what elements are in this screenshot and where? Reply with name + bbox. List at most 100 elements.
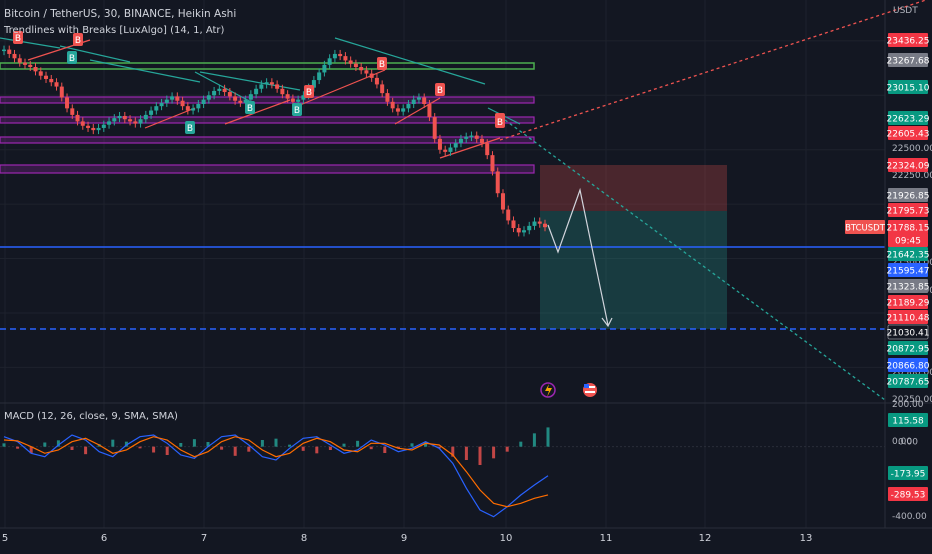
time-tick-label: 5 [2,533,8,544]
candle-body [233,96,238,101]
macd-histogram-bar [29,446,33,454]
macd-histogram-bar [206,442,210,447]
macd-histogram-bar [247,446,251,452]
price-tag-label: 23436.25 [887,37,930,47]
macd-histogram-bar [233,446,237,456]
candle-body [133,121,138,124]
macd-tag-label: -173.95 [891,470,926,480]
macd-histogram-bar [220,446,224,450]
candle-body [490,155,495,172]
candle-body [238,100,243,103]
candle-body [485,143,490,156]
macd-histogram-bar [451,446,455,457]
candle-body [453,143,458,148]
macd-histogram-bar [70,446,74,450]
candle-body [495,171,500,194]
macd-tag-bg [888,466,928,480]
price-tag-bg [888,247,928,261]
support-trendline-extension [504,119,886,401]
candle-body [96,127,101,131]
price-tag-bg [888,111,928,125]
price-tag-bg [888,279,928,293]
projection-path [547,187,613,328]
time-tick-label: 8 [301,533,307,544]
candle-body [59,86,64,98]
candle-body [469,135,474,138]
macd-histogram-bar [356,440,360,447]
candle-body [511,220,516,229]
indicator-label: Trendlines with Breaks [LuxAlgo] (14, 1,… [4,25,225,36]
macd-histogram-bar [328,446,332,450]
macd-pane[interactable] [0,427,885,518]
price-tag-label: 21788.15 [887,224,930,234]
time-tick-label: 7 [201,533,207,544]
break-markers: BBBBBBBBBBB [13,31,505,134]
price-tag-label: 23015.10 [887,84,930,94]
break-marker-bg [245,101,255,114]
candle-body [474,135,479,139]
macd-histogram-bar [124,441,128,447]
macd-histogram-bar [192,439,196,447]
price-tag-label: 22605.43 [887,130,930,140]
candle-body [374,77,379,85]
price-tag-label: 21642.35 [887,251,930,261]
symbol-tag-bg [845,220,885,234]
price-tag-label: 22623.29 [887,115,930,125]
candle-body [80,121,85,126]
price-tag-bg [888,233,928,247]
candle-body [385,93,390,102]
candle-body [343,56,348,61]
trendline [0,37,61,49]
candle-body [201,99,206,104]
candle-body [164,99,169,103]
macd-histogram-bar [260,440,264,447]
price-tag-bg [888,220,928,234]
flag-icon-stripe [585,391,595,393]
price-tag-bg [888,33,928,47]
candle-body [269,82,274,85]
candle-body [196,104,201,109]
time-tick-label: 12 [699,533,712,544]
price-tag-label: 20787.65 [887,378,930,388]
candle-body [264,82,269,85]
price-tag-bg [888,188,928,202]
candle-body [322,64,327,73]
macd-histogram-bar [84,446,88,455]
candle-body [12,53,17,59]
macd-histogram-bar [165,446,169,455]
candle-body [217,88,222,91]
price-tag-bg [888,80,928,94]
price-tag-label: 23267.68 [887,57,930,67]
candle-body [327,58,332,65]
macd-histogram-bar [152,446,156,453]
time-axis[interactable]: 5 6 7 8 9 10 11 12 13 [0,527,932,544]
candle-body [348,60,353,64]
projection-line [547,187,609,326]
macd-tag-label: 0.00 [898,438,918,448]
candle-body [159,102,164,107]
break-marker-bg [13,31,23,44]
candle-body [443,149,448,152]
price-tag-label: 21110.48 [887,314,930,324]
candle-body [248,94,253,100]
projection-arrowhead [601,317,613,328]
candle-body [437,138,442,150]
macd-histogram-bar [179,443,183,447]
macd-histogram-bar [2,443,6,447]
candle-body [380,84,385,94]
price-tag-label: 20872.95 [887,345,930,355]
event-icons[interactable] [540,382,597,398]
candle-body [227,92,232,97]
symbol-tag-label: BTCUSDT [845,224,886,234]
price-tag-bg [887,324,929,340]
macd-histogram-bar [369,446,373,450]
price-axis[interactable]: 22500.0022250.0021500.0021250.0020500.00… [845,0,932,528]
candle-body [185,106,190,111]
candle-body [275,84,280,89]
price-tick-label: 20500.00 [892,368,932,378]
macd-histogram-bar [16,446,20,449]
price-tag-label: 21323.85 [887,283,930,293]
candle-body [112,118,117,122]
candle-body [311,80,316,88]
